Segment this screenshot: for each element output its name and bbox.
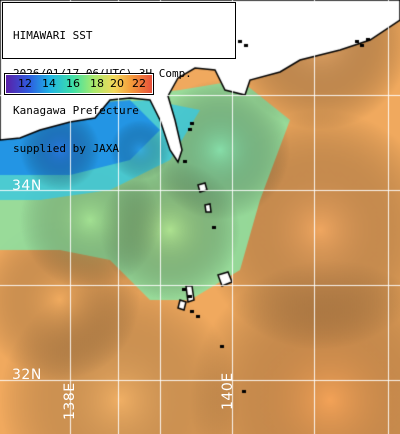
legend-tick-20: 20 <box>110 77 124 90</box>
lon-label-140e: 140E <box>220 372 236 410</box>
lat-label-32n: 32N <box>12 367 42 383</box>
title-line: HIMAWARI SST <box>13 29 93 42</box>
legend-tick-22: 22 <box>132 77 146 90</box>
legend-tick-18: 18 <box>90 77 104 90</box>
lon-label-138e: 138E <box>62 382 78 420</box>
lat-label-34n: 34N <box>12 178 42 194</box>
legend-tick-16: 16 <box>66 77 80 90</box>
legend-color-bar <box>6 75 152 93</box>
credit-line: supplied by JAXA <box>13 141 119 155</box>
legend-tick-14: 14 <box>42 77 56 90</box>
temperature-legend: 12 14 16 18 20 22 <box>4 73 154 95</box>
legend-tick-12: 12 <box>18 77 32 90</box>
region-line: Kanagawa Prefecture <box>13 104 139 117</box>
info-box: HIMAWARI SST 2026/01/17 06(UTC) 3H Comp.… <box>2 2 236 154</box>
